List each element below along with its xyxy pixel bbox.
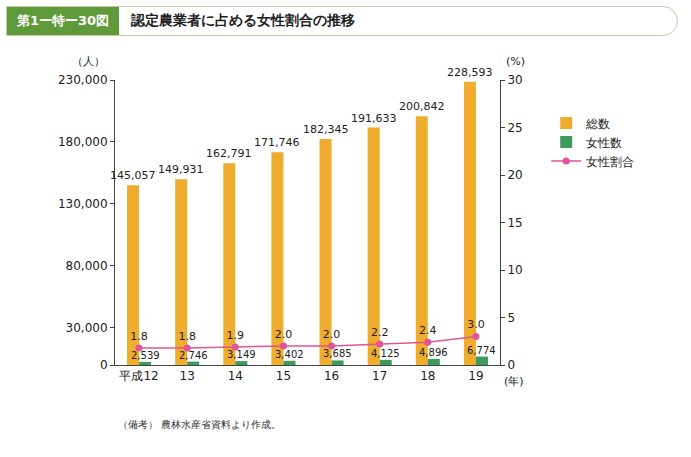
svg-text:1.9: 1.9 xyxy=(227,329,245,342)
svg-text:1.8: 1.8 xyxy=(130,330,148,343)
svg-text:2.4: 2.4 xyxy=(419,324,437,337)
svg-text:130,000: 130,000 xyxy=(58,197,108,211)
svg-text:16: 16 xyxy=(324,369,339,383)
html-text:認定農業者に占める女性割合の推移: 認定農業者に占める女性割合の推移 xyxy=(131,12,356,28)
svg-text:平成12: 平成12 xyxy=(119,369,158,383)
svg-text:3,685: 3,685 xyxy=(323,348,352,359)
svg-text:3.0: 3.0 xyxy=(467,318,485,331)
svg-text:0: 0 xyxy=(100,358,108,372)
svg-text:149,931: 149,931 xyxy=(158,163,204,176)
svg-text:145,057: 145,057 xyxy=(110,169,156,182)
svg-text:80,000: 80,000 xyxy=(66,259,108,273)
svg-text:15: 15 xyxy=(276,369,291,383)
svg-text:2.0: 2.0 xyxy=(275,328,293,341)
svg-text:182,345: 182,345 xyxy=(303,123,349,136)
svg-text:2,746: 2,746 xyxy=(179,350,208,361)
svg-text:（人）: （人） xyxy=(72,55,105,68)
svg-text:2.2: 2.2 xyxy=(371,326,389,339)
html-text:（備考） 農林水産省資料より作成。: （備考） 農林水産省資料より作成。 xyxy=(118,419,282,430)
svg-text:総数: 総数 xyxy=(585,117,610,131)
svg-text:15: 15 xyxy=(507,216,522,230)
svg-text:228,593: 228,593 xyxy=(447,66,493,79)
svg-text:3,149: 3,149 xyxy=(227,349,256,360)
svg-text:6,774: 6,774 xyxy=(467,345,496,356)
svg-text:191,633: 191,633 xyxy=(351,112,397,125)
svg-text:0: 0 xyxy=(507,358,515,372)
svg-text:171,746: 171,746 xyxy=(254,136,300,149)
svg-text:2,539: 2,539 xyxy=(131,350,160,361)
svg-text:(年): (年) xyxy=(504,375,524,388)
svg-text:20: 20 xyxy=(507,168,522,182)
svg-text:14: 14 xyxy=(228,369,243,383)
svg-text:17: 17 xyxy=(372,369,387,383)
svg-text:10: 10 xyxy=(507,263,522,277)
svg-text:30: 30 xyxy=(507,73,522,87)
svg-text:女性割合: 女性割合 xyxy=(586,155,634,169)
svg-text:4,125: 4,125 xyxy=(371,348,400,359)
svg-text:30,000: 30,000 xyxy=(66,321,108,335)
svg-text:200,842: 200,842 xyxy=(399,100,445,113)
svg-text:5: 5 xyxy=(507,311,515,325)
svg-text:3,402: 3,402 xyxy=(275,349,304,360)
svg-text:25: 25 xyxy=(507,121,522,135)
svg-text:19: 19 xyxy=(468,369,483,383)
svg-text:4,896: 4,896 xyxy=(419,347,448,358)
svg-text:13: 13 xyxy=(180,369,195,383)
svg-text:1.8: 1.8 xyxy=(178,330,196,343)
svg-text:(%): (%) xyxy=(506,55,525,68)
html-text:第1ー特ー30図: 第1ー特ー30図 xyxy=(17,13,110,28)
svg-text:女性数: 女性数 xyxy=(586,136,622,150)
svg-text:230,000: 230,000 xyxy=(58,73,108,87)
svg-text:162,791: 162,791 xyxy=(206,147,252,160)
svg-text:18: 18 xyxy=(420,369,435,383)
svg-text:2.0: 2.0 xyxy=(323,328,341,341)
svg-text:180,000: 180,000 xyxy=(58,135,108,149)
